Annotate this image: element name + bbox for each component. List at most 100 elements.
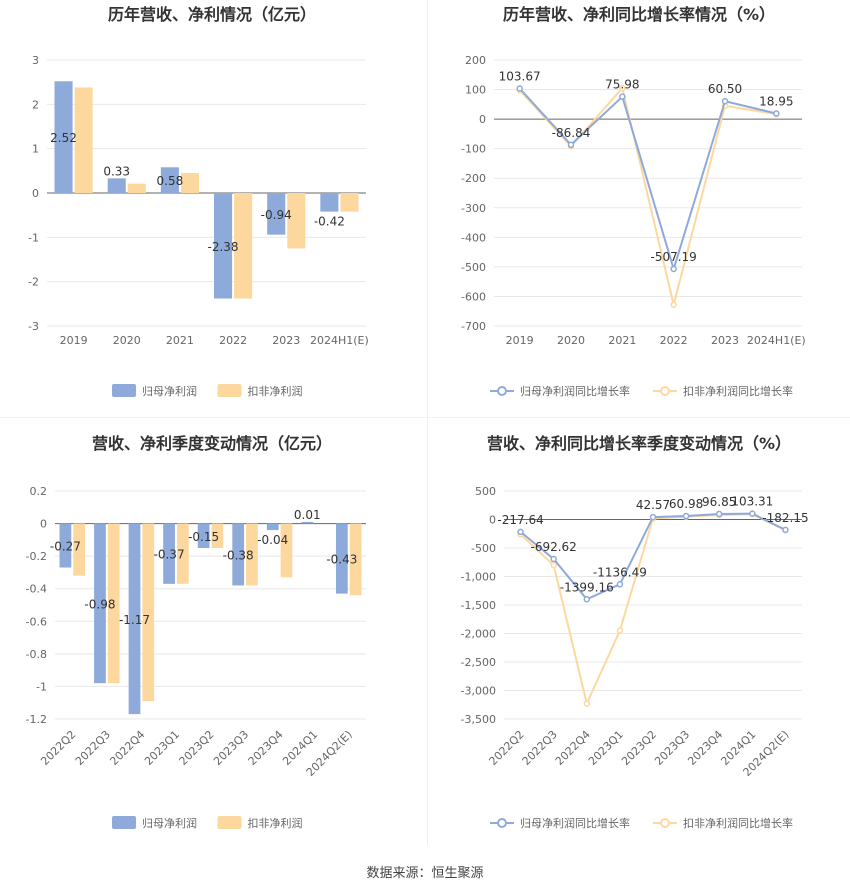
legend-swatch	[217, 384, 242, 397]
legend-swatch	[217, 816, 242, 829]
data-label: -0.15	[188, 530, 219, 544]
x-tick-label: 2022	[660, 334, 688, 347]
bar-deducted-net-profit	[211, 523, 224, 548]
data-label: -0.37	[154, 548, 185, 562]
quarterly-growth-line-chart: 营收、净利同比增长率季度变动情况（%） 500 0 -500 -1,000 -1,500 -…	[461, 434, 809, 830]
data-label: -1.17	[119, 613, 150, 627]
bar-net-profit	[197, 523, 210, 548]
y-tick-label: -1	[36, 680, 47, 693]
bar-net-profit	[128, 523, 141, 715]
chart-title: 营收、净利同比增长率季度变动情况（%）	[487, 434, 791, 453]
bar-net-profit	[335, 523, 348, 594]
data-label: 60.98	[669, 497, 703, 511]
x-tick-label: 2022Q3	[73, 728, 113, 768]
data-label: 0.58	[157, 174, 184, 188]
bar-net-profit	[59, 523, 72, 568]
data-label: 42.57	[636, 498, 670, 512]
bar-net-profit	[54, 81, 73, 193]
legend-label: 扣非净利润同比增长率	[683, 384, 793, 398]
x-tick-label: 2022Q4	[553, 728, 593, 768]
chart-title: 历年营收、净利情况（亿元）	[108, 5, 316, 24]
y-tick-label: 0.2	[30, 485, 48, 498]
data-label: -0.43	[326, 553, 357, 567]
y-tick-label: 0	[32, 187, 39, 200]
y-tick-label: -3	[28, 320, 39, 333]
bar-net-profit	[94, 523, 106, 684]
x-tick-label: 2023Q4	[685, 728, 725, 768]
bar-net-profit	[214, 193, 233, 299]
point-net-profit-growth	[749, 510, 756, 517]
point-net-profit-growth	[550, 555, 557, 563]
y-tick-label: 100	[465, 84, 486, 97]
data-label: 18.95	[759, 95, 793, 109]
x-tick-label: 2022Q2	[487, 728, 527, 768]
data-label: -217.64	[497, 513, 543, 527]
bar-net-profit	[163, 523, 175, 584]
bar-deducted-net-profit	[287, 193, 306, 249]
y-tick-label: 1	[32, 143, 39, 156]
x-tick-label: 2023Q2	[619, 728, 659, 768]
y-tick-label: -0.6	[26, 615, 47, 628]
data-label: 60.50	[708, 82, 742, 96]
point-net-profit-growth	[682, 512, 690, 520]
y-tick-label: -500	[461, 261, 486, 274]
legend-label: 归母净利润	[142, 384, 197, 398]
bar-net-profit	[320, 193, 339, 212]
point-net-profit-growth	[583, 596, 591, 603]
x-tick-label: 2023Q2	[177, 728, 217, 768]
point-net-profit-growth	[721, 97, 729, 105]
y-tick-label: 0	[40, 518, 47, 531]
point-deducted-net-profit-growth	[619, 84, 626, 92]
bar-deducted-net-profit	[180, 173, 199, 193]
bar-deducted-net-profit	[176, 523, 189, 584]
point-net-profit-growth	[516, 85, 523, 92]
point-deducted-net-profit-growth	[670, 301, 677, 308]
data-label: 2.52	[50, 131, 77, 145]
y-tick-label: -1.2	[26, 713, 47, 726]
point-net-profit-growth	[567, 141, 575, 149]
point-deducted-net-profit-growth	[616, 627, 624, 634]
legend-marker	[497, 818, 507, 828]
point-net-profit-growth	[619, 93, 626, 100]
chart-title: 历年营收、净利同比增长率情况（%）	[503, 5, 775, 24]
bar-net-profit	[107, 178, 126, 193]
data-label: -86.84	[552, 126, 591, 140]
bar-deducted-net-profit	[349, 523, 362, 596]
point-deducted-net-profit-growth	[583, 700, 591, 707]
bar-deducted-net-profit	[127, 183, 146, 193]
x-tick-label: 2023	[711, 334, 739, 347]
data-label: -692.62	[531, 540, 577, 554]
x-tick-label: 2021	[608, 334, 636, 347]
data-label: -182.15	[762, 511, 808, 525]
x-tick-label: 2023Q1	[142, 728, 182, 768]
x-tick-label: 2021	[166, 334, 194, 347]
point-net-profit-growth	[517, 528, 524, 536]
x-tick-label: 2023	[272, 334, 300, 347]
x-tick-label: 2023Q3	[211, 728, 251, 768]
bar-deducted-net-profit	[340, 193, 359, 212]
data-label: -507.19	[651, 250, 697, 264]
y-tick-label: -1	[28, 231, 39, 244]
x-tick-label: 2023Q4	[246, 728, 286, 768]
data-source-note: 数据来源：恒生聚源	[366, 866, 484, 881]
x-tick-label: 2022Q4	[107, 728, 147, 768]
y-tick-label: -0.8	[26, 648, 47, 661]
horizontal-divider	[0, 417, 850, 418]
legend-swatch	[112, 816, 136, 829]
x-tick-label: 2020	[113, 334, 141, 347]
data-label: 96.85	[702, 495, 736, 509]
data-label: -0.38	[223, 549, 254, 563]
y-tick-label: 200	[465, 54, 486, 67]
point-net-profit-growth	[670, 265, 677, 273]
vertical-divider	[427, 0, 428, 845]
y-tick-label: 500	[475, 485, 496, 498]
data-label: -0.94	[261, 208, 292, 222]
y-tick-label: -100	[461, 143, 486, 156]
data-label: -0.04	[257, 533, 288, 547]
chart-title: 营收、净利季度变动情况（亿元）	[92, 434, 332, 453]
y-tick-label: 0	[489, 514, 496, 527]
quarterly-profit-bar-chart: 营收、净利季度变动情况（亿元） 0.2 0 -0.2 -0.4 -0.6 -0.8 -1 -1.…	[26, 434, 366, 830]
y-tick-label: -2,000	[461, 628, 496, 641]
data-label: 0.33	[103, 164, 130, 178]
bar-deducted-net-profit	[234, 193, 253, 299]
